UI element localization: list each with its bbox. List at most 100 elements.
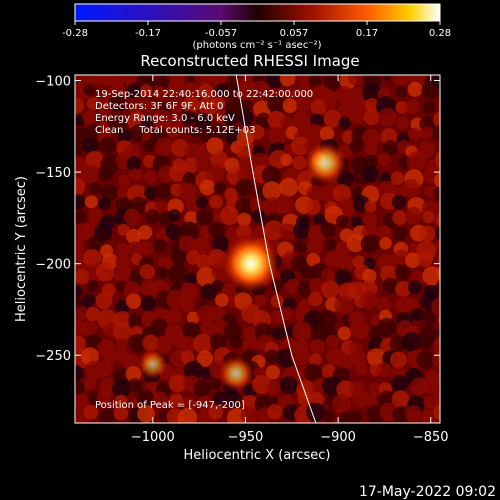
chart-title: Reconstructed RHESSI Image [140, 52, 359, 70]
mottle-blob [420, 126, 434, 140]
mottle-blob [433, 390, 440, 408]
mottle-blob [84, 195, 98, 209]
mottle-blob [331, 393, 352, 414]
mottle-blob [171, 249, 188, 266]
mottle-blob [310, 392, 325, 406]
mottle-blob [96, 391, 111, 405]
mottle-blob [144, 186, 158, 200]
mottle-blob [213, 181, 227, 195]
mottle-blob [126, 83, 142, 99]
mottle-blob [338, 116, 351, 130]
mottle-blob [334, 268, 352, 286]
mottle-blob [280, 306, 294, 320]
mottle-blob [379, 237, 392, 250]
solar-limb-curve [235, 75, 317, 423]
mottle-blob [199, 179, 216, 196]
mottle-blob [125, 366, 142, 382]
mottle-blob [396, 116, 409, 130]
mottle-blob [309, 338, 325, 355]
mottle-blob [439, 369, 440, 376]
mottle-blob [87, 235, 105, 253]
mottle-blob [392, 406, 411, 423]
mottle-blob [334, 295, 354, 316]
mottle-blob [241, 394, 258, 411]
mottle-blob [312, 213, 326, 227]
mottle-blob [115, 299, 130, 315]
mottle-blob [86, 306, 101, 322]
mottle-blob [349, 109, 366, 125]
mottle-blob [434, 151, 440, 168]
mottle-blob [115, 337, 129, 350]
mottle-blob [306, 252, 321, 267]
mottle-blob [290, 346, 310, 367]
mottle-blob [212, 235, 230, 253]
mottle-blob [351, 389, 370, 408]
mottle-blob [405, 405, 422, 422]
mottle-blob [422, 376, 440, 395]
mottle-blob [391, 374, 409, 393]
mottle-blob [405, 252, 421, 268]
mottle-blob [336, 353, 353, 370]
mottle-blob [310, 113, 324, 128]
sources [137, 141, 348, 392]
mottle-blob [205, 164, 226, 184]
mottle-blob [363, 211, 378, 227]
emission-source [303, 141, 348, 185]
mottle-blob [292, 155, 307, 170]
plot-area [75, 75, 440, 423]
mottle-blob [279, 75, 296, 87]
mottle-blob [220, 205, 240, 225]
mottle-blob [265, 349, 280, 364]
mottle-blob [376, 362, 392, 377]
mottle-blob [407, 81, 423, 97]
mottle-blob [86, 97, 101, 111]
mottle-blob [88, 181, 102, 194]
mottle-blob [319, 126, 335, 141]
mottle-blob [179, 221, 199, 241]
mottle-blob [98, 167, 114, 182]
mottle-blob [349, 410, 363, 423]
y-axis: −250 −200 −150 −100 [35, 74, 440, 364]
mottle-blob [437, 102, 440, 112]
mottle-blob [362, 166, 379, 183]
mottle-blob [126, 156, 142, 171]
mottle-blob [363, 154, 378, 170]
mottle-blob [323, 97, 337, 111]
mottle-blob [194, 75, 213, 86]
mottle-blob [75, 98, 85, 114]
mottle-blob [234, 197, 255, 218]
mottle-blob [183, 360, 203, 380]
mottle-blob [75, 210, 87, 224]
mottle-blob [320, 267, 335, 282]
mottle-blob [128, 313, 143, 328]
mottle-blob [382, 140, 399, 156]
mottle-blob [210, 123, 227, 140]
mottle-blob [364, 98, 379, 112]
colorbar-tick-label: 0.17 [356, 28, 378, 39]
mottle-blob [304, 363, 323, 382]
mottle-blob [110, 75, 125, 86]
mottle-blob [265, 75, 283, 90]
mottle-blob [339, 255, 356, 272]
mottle-blob [395, 85, 408, 98]
x-tick-label: −900 [320, 430, 356, 445]
mottle-blob [156, 266, 169, 280]
x-tick-label: −1000 [131, 430, 175, 445]
mottle-blob [317, 309, 337, 330]
mottle-blob [270, 294, 284, 308]
mottle-blob [97, 361, 113, 377]
mottle-blob [434, 172, 440, 189]
y-tick-label: −250 [35, 349, 71, 364]
mottle-blob [389, 335, 407, 353]
mottle-blob [183, 81, 203, 102]
mottle-blob [421, 310, 437, 326]
mottle-blob [75, 364, 84, 382]
mottle-blob [419, 336, 434, 351]
mottle-blob [167, 308, 183, 324]
mottle-blob [432, 125, 440, 142]
mottle-blob [435, 226, 440, 241]
mottle-blob [389, 351, 407, 369]
mottle-blob [242, 337, 259, 354]
mottle-blob [125, 293, 142, 309]
